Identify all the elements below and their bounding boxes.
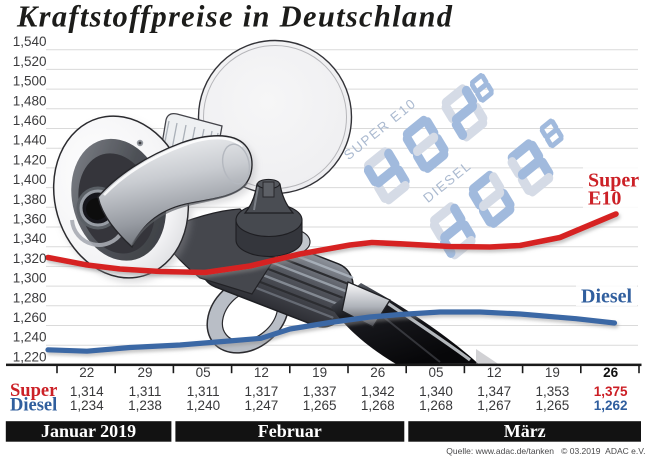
svg-text:12: 12 [254, 365, 269, 380]
svg-text:1,314: 1,314 [70, 384, 104, 399]
svg-text:1,440: 1,440 [13, 133, 47, 148]
svg-text:1,268: 1,268 [361, 398, 395, 413]
svg-text:Super: Super [588, 170, 639, 192]
svg-text:1,238: 1,238 [128, 398, 162, 413]
svg-text:Quelle: www.adac.de/tanken ©: Quelle: www.adac.de/tanken © 03.2019 ADA… [446, 446, 645, 456]
svg-text:1,260: 1,260 [13, 310, 47, 325]
svg-text:Diesel: Diesel [10, 396, 57, 416]
svg-text:1,320: 1,320 [13, 251, 47, 266]
svg-text:1,262: 1,262 [594, 398, 628, 413]
svg-text:Februar: Februar [258, 421, 322, 441]
svg-text:1,265: 1,265 [536, 398, 570, 413]
svg-text:1,268: 1,268 [419, 398, 453, 413]
svg-text:März: März [504, 421, 546, 441]
svg-text:1,240: 1,240 [13, 330, 47, 345]
svg-text:1,311: 1,311 [187, 384, 220, 399]
svg-text:22: 22 [79, 365, 94, 380]
svg-text:1,220: 1,220 [13, 349, 47, 364]
svg-text:1,480: 1,480 [13, 93, 47, 108]
svg-text:1,267: 1,267 [477, 398, 511, 413]
svg-text:1,240: 1,240 [186, 398, 220, 413]
svg-text:1,337: 1,337 [303, 384, 337, 399]
svg-text:1,375: 1,375 [594, 384, 628, 399]
svg-text:Diesel: Diesel [581, 286, 633, 308]
svg-text:1,360: 1,360 [13, 212, 47, 227]
svg-text:1,353: 1,353 [536, 384, 570, 399]
svg-text:Kraftstoffpreise in Deutschlan: Kraftstoffpreise in Deutschland [16, 0, 453, 34]
svg-text:Januar 2019: Januar 2019 [41, 421, 136, 441]
svg-text:Super: Super [10, 381, 57, 401]
svg-text:1,500: 1,500 [13, 74, 47, 89]
svg-text:1,380: 1,380 [13, 192, 47, 207]
svg-text:05: 05 [428, 365, 443, 380]
svg-text:1,280: 1,280 [13, 290, 47, 305]
svg-text:1,311: 1,311 [129, 384, 162, 399]
svg-text:1,247: 1,247 [245, 398, 279, 413]
svg-text:05: 05 [196, 365, 211, 380]
svg-text:1,520: 1,520 [13, 54, 47, 69]
svg-text:1,340: 1,340 [419, 384, 453, 399]
svg-text:1,317: 1,317 [245, 384, 279, 399]
svg-text:19: 19 [545, 365, 560, 380]
svg-text:1,300: 1,300 [13, 271, 47, 286]
svg-text:19: 19 [312, 365, 327, 380]
svg-text:E10: E10 [588, 188, 621, 210]
svg-text:1,400: 1,400 [13, 172, 47, 187]
svg-text:1,460: 1,460 [13, 113, 47, 128]
svg-text:29: 29 [137, 365, 152, 380]
svg-text:1,342: 1,342 [361, 384, 395, 399]
svg-text:12: 12 [487, 365, 502, 380]
svg-text:1,540: 1,540 [13, 34, 47, 49]
svg-text:1,265: 1,265 [303, 398, 337, 413]
svg-text:1,340: 1,340 [13, 231, 47, 246]
svg-text:1,234: 1,234 [70, 398, 104, 413]
svg-text:1,420: 1,420 [13, 152, 47, 167]
svg-text:1,347: 1,347 [477, 384, 511, 399]
svg-text:26: 26 [370, 365, 385, 380]
svg-text:26: 26 [603, 365, 619, 380]
